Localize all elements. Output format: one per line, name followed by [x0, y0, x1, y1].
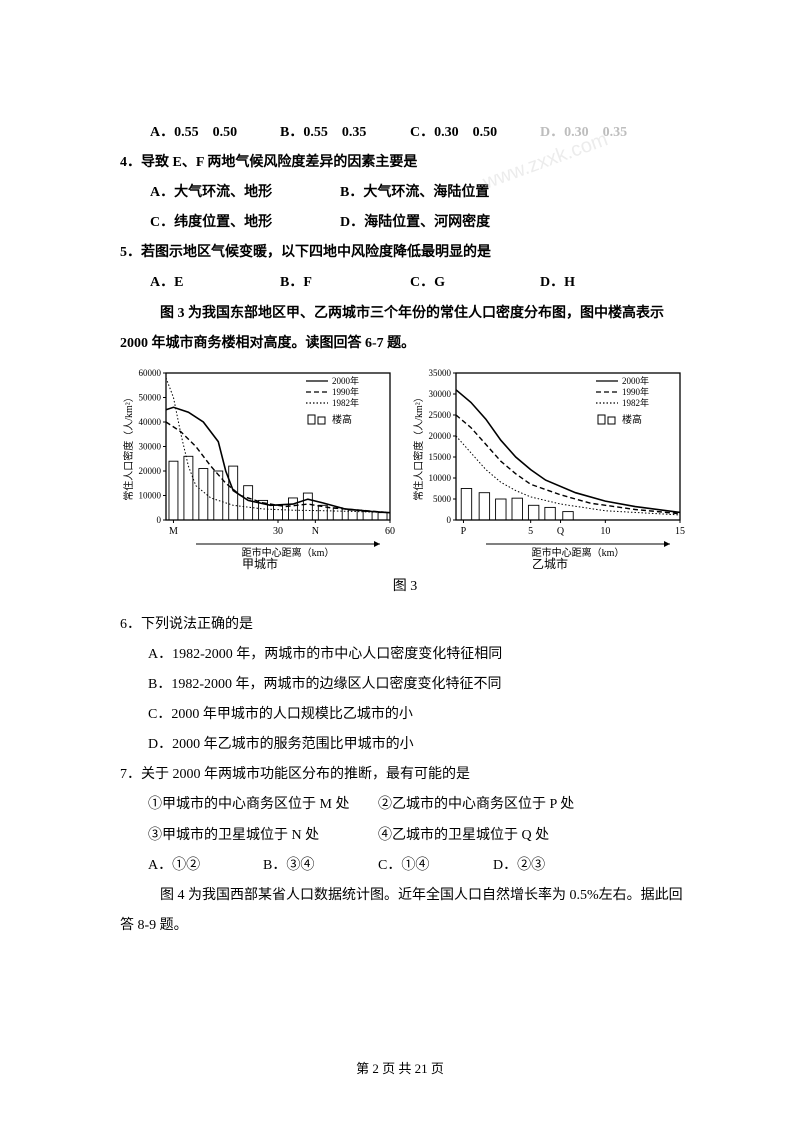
q5-opt-b: B．F — [280, 268, 410, 298]
svg-text:N: N — [312, 526, 319, 537]
figure-3-caption: 图 3 — [120, 572, 690, 602]
svg-text:0: 0 — [447, 515, 452, 525]
svg-text:10000: 10000 — [139, 490, 162, 500]
q6-opt-a: A．1982-2000 年，两城市的市中心人口密度变化特征相同 — [120, 640, 690, 670]
q7-opt-b: B．③④ — [263, 851, 378, 881]
q5-stem: 5．若图示地区气候变暖，以下四地中风险度降低最明显的是 — [120, 238, 690, 268]
q7-opt-a: A．①② — [148, 851, 263, 881]
q7-opt-c: C．①④ — [378, 851, 493, 881]
svg-text:常住人口密度（人/km²）: 常住人口密度（人/km²） — [412, 392, 425, 501]
q4-stem: 4．导致 E、F 两地气候风险度差异的因素主要是 — [120, 148, 690, 178]
svg-text:2000年: 2000年 — [622, 375, 649, 386]
svg-text:30000: 30000 — [429, 389, 452, 399]
svg-text:1990年: 1990年 — [332, 386, 359, 397]
svg-text:35000: 35000 — [429, 368, 452, 378]
q7-s3: ③甲城市的卫星城位于 N 处 — [148, 821, 378, 851]
q3-opt-d: D．0.30 0.35 — [540, 118, 670, 148]
svg-text:0: 0 — [157, 515, 162, 525]
svg-text:30000: 30000 — [139, 441, 162, 451]
intro-6-7: 图 3 为我国东部地区甲、乙两城市三个年份的常住人口密度分布图，图中楼高表示 2… — [120, 299, 690, 359]
svg-text:1982年: 1982年 — [332, 397, 359, 408]
svg-text:Q: Q — [557, 526, 565, 537]
q3-opt-c: C．0.30 0.50 — [410, 118, 540, 148]
svg-text:60: 60 — [385, 526, 395, 537]
svg-text:15: 15 — [675, 526, 685, 537]
svg-text:楼高: 楼高 — [622, 413, 642, 426]
svg-text:10000: 10000 — [429, 473, 452, 483]
q3-options: A．0.55 0.50 B．0.55 0.35 C．0.30 0.50 D．0.… — [120, 118, 690, 148]
q4-opt-a: A．大气环流、地形 — [150, 178, 340, 208]
svg-text:50000: 50000 — [139, 392, 162, 402]
svg-text:5000: 5000 — [433, 494, 452, 504]
q3-opt-a: A．0.55 0.50 — [150, 118, 280, 148]
intro-8-9: 图 4 为我国西部某省人口数据统计图。近年全国人口自然增长率为 0.5%左右。据… — [120, 881, 690, 941]
q4-opt-b: B．大气环流、海陆位置 — [340, 178, 489, 208]
figure-3: 0100002000030000400005000060000M30N60常住人… — [120, 365, 690, 570]
q4-opt-c: C．纬度位置、地形 — [150, 208, 340, 238]
q7-opt-d: D．②③ — [493, 851, 545, 881]
svg-text:甲城市: 甲城市 — [242, 556, 278, 570]
q6-opt-d: D．2000 年乙城市的服务范围比甲城市的小 — [120, 730, 690, 760]
chart-city-a: 0 10000 20000 30000 40000 50000 60000 M 30 N 60 常住人… — [120, 365, 400, 570]
svg-text:5: 5 — [528, 526, 533, 537]
q6-opt-c: C．2000 年甲城市的人口规模比乙城市的小 — [120, 700, 690, 730]
svg-text:常住人口密度（人/km²）: 常住人口密度（人/km²） — [122, 392, 135, 501]
chart-city-b: 0 5000 10000 15000 20000 25000 30000 35000 P 5 Q 10… — [410, 365, 690, 570]
svg-text:15000: 15000 — [429, 452, 452, 462]
svg-text:10: 10 — [600, 526, 610, 537]
svg-text:60000: 60000 — [139, 368, 162, 378]
q6-opt-b: B．1982-2000 年，两城市的边缘区人口密度变化特征不同 — [120, 670, 690, 700]
page-footer: 第 2 页 共 21 页 — [0, 1058, 800, 1077]
q3-opt-b: B．0.55 0.35 — [280, 118, 410, 148]
svg-text:40000: 40000 — [139, 417, 162, 427]
q7-s1: ①甲城市的中心商务区位于 M 处 — [148, 790, 378, 820]
svg-text:1982年: 1982年 — [622, 397, 649, 408]
q5-opt-c: C．G — [410, 268, 540, 298]
svg-text:25000: 25000 — [429, 410, 452, 420]
q6-stem: 6．下列说法正确的是 — [120, 610, 690, 640]
svg-text:20000: 20000 — [429, 431, 452, 441]
q7-s4: ④乙城市的卫星城位于 Q 处 — [378, 821, 549, 851]
svg-text:30: 30 — [273, 526, 283, 537]
svg-text:M: M — [169, 526, 178, 537]
q4-opt-d: D．海陆位置、河网密度 — [340, 208, 490, 238]
svg-text:乙城市: 乙城市 — [532, 556, 568, 570]
svg-text:1990年: 1990年 — [622, 386, 649, 397]
svg-text:P: P — [461, 526, 467, 537]
svg-text:2000年: 2000年 — [332, 375, 359, 386]
q7-s2: ②乙城市的中心商务区位于 P 处 — [378, 790, 574, 820]
q7-stem: 7．关于 2000 年两城市功能区分布的推断，最有可能的是 — [120, 760, 690, 790]
svg-text:楼高: 楼高 — [332, 413, 352, 426]
q5-opt-a: A．E — [150, 268, 280, 298]
svg-text:20000: 20000 — [139, 466, 162, 476]
q5-opt-d: D．H — [540, 268, 575, 298]
